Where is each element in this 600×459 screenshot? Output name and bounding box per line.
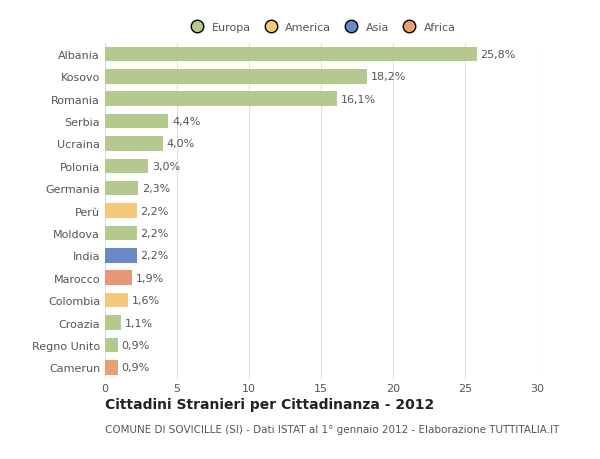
Bar xyxy=(105,293,128,308)
Text: 4,4%: 4,4% xyxy=(172,117,200,127)
Bar xyxy=(105,182,138,196)
Text: 0,9%: 0,9% xyxy=(122,363,150,373)
Bar xyxy=(105,226,137,241)
Text: 2,2%: 2,2% xyxy=(140,251,169,261)
Bar xyxy=(105,92,337,106)
Text: 4,0%: 4,0% xyxy=(166,139,194,149)
Text: 0,9%: 0,9% xyxy=(122,340,150,350)
Text: 2,2%: 2,2% xyxy=(140,206,169,216)
Bar xyxy=(105,159,148,174)
Text: 2,2%: 2,2% xyxy=(140,229,169,239)
Bar xyxy=(105,70,367,84)
Text: 25,8%: 25,8% xyxy=(480,50,515,60)
Text: 1,9%: 1,9% xyxy=(136,273,164,283)
Bar xyxy=(105,316,121,330)
Text: 18,2%: 18,2% xyxy=(371,72,406,82)
Bar xyxy=(105,360,118,375)
Text: 1,1%: 1,1% xyxy=(124,318,152,328)
Bar xyxy=(105,249,137,263)
Legend: Europa, America, Asia, Africa: Europa, America, Asia, Africa xyxy=(184,20,458,35)
Bar xyxy=(105,338,118,353)
Bar xyxy=(105,115,169,129)
Text: 1,6%: 1,6% xyxy=(131,296,160,306)
Text: 2,3%: 2,3% xyxy=(142,184,170,194)
Bar xyxy=(105,137,163,151)
Text: Cittadini Stranieri per Cittadinanza - 2012: Cittadini Stranieri per Cittadinanza - 2… xyxy=(105,397,434,411)
Text: 16,1%: 16,1% xyxy=(340,95,376,105)
Bar xyxy=(105,204,137,218)
Bar xyxy=(105,48,476,62)
Bar xyxy=(105,271,133,285)
Text: 3,0%: 3,0% xyxy=(152,162,180,172)
Text: COMUNE DI SOVICILLE (SI) - Dati ISTAT al 1° gennaio 2012 - Elaborazione TUTTITAL: COMUNE DI SOVICILLE (SI) - Dati ISTAT al… xyxy=(105,425,559,435)
